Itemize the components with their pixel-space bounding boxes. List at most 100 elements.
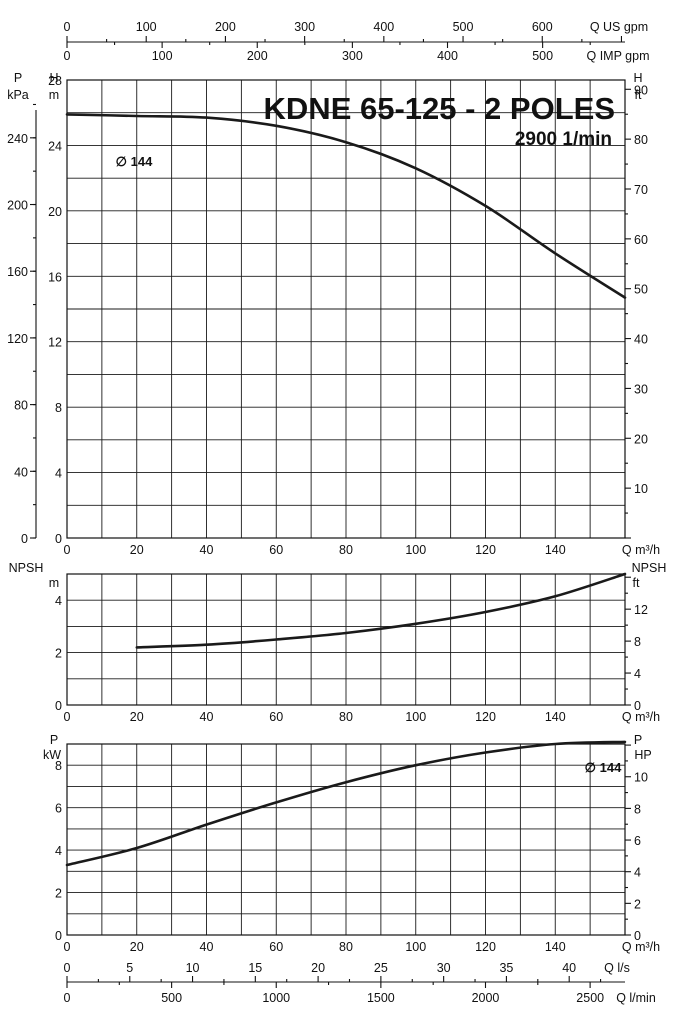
x-axis-label: Q m³/h	[622, 543, 660, 557]
x-tick-label: 120	[475, 543, 496, 557]
y-axis-unit-m: m	[49, 88, 59, 102]
pressure-tick-label: 120	[7, 332, 28, 346]
x-tick-label: 80	[339, 710, 353, 724]
x-tick-label: 20	[130, 710, 144, 724]
ft-tick-label: 70	[634, 183, 648, 197]
y-axis-unit-ft: ft	[635, 88, 642, 102]
y-tick-label-m: 16	[48, 270, 62, 284]
power-kw-tick-label: 4	[55, 844, 62, 858]
pressure-tick-label: 0	[21, 532, 28, 546]
x-tick-label: 100	[405, 940, 426, 954]
us-gpm-tick-label: 500	[453, 20, 474, 34]
ls-tick-label: 30	[437, 961, 451, 975]
ls-axis-label: Q l/s	[604, 961, 630, 975]
hp-tick-label: 6	[634, 834, 641, 848]
y-tick-label-m: 4	[55, 467, 62, 481]
y-axis-label-h-right: H	[633, 71, 642, 85]
imp-gpm-tick-label: 300	[342, 49, 363, 63]
x-tick-label: 0	[64, 710, 71, 724]
imp-gpm-tick-label: 200	[247, 49, 268, 63]
ls-tick-label: 10	[186, 961, 200, 975]
hp-tick-label: 4	[634, 866, 641, 880]
ls-tick-label: 0	[64, 961, 71, 975]
x-tick-label: 80	[339, 940, 353, 954]
lmin-tick-label: 1000	[262, 991, 290, 1005]
us-gpm-tick-label: 600	[532, 20, 553, 34]
head-curve-label: ∅ 144	[116, 154, 153, 169]
npsh-axis-unit-ft: ft	[633, 576, 640, 590]
pressure-tick-label: 240	[7, 132, 28, 146]
ft-tick-label: 30	[634, 382, 648, 396]
ls-tick-label: 25	[374, 961, 388, 975]
power-curve-label: ∅ 144	[585, 760, 622, 775]
x-tick-label: 40	[200, 710, 214, 724]
x-tick-label: 120	[475, 940, 496, 954]
npsh-ft-tick-label: 0	[634, 699, 641, 713]
ls-tick-label: 40	[562, 961, 576, 975]
head-curve	[65, 113, 627, 299]
npsh-axis-label-right: NPSH	[632, 561, 667, 575]
x-tick-label: 120	[475, 710, 496, 724]
x-tick-label: 100	[405, 543, 426, 557]
x-tick-label: 0	[64, 543, 71, 557]
npsh-ft-tick-label: 12	[634, 603, 648, 617]
y-tick-label-m: 12	[48, 336, 62, 350]
npsh-m-tick-label: 4	[55, 594, 62, 608]
pressure-tick-label: 80	[14, 399, 28, 413]
pressure-axis-unit: kPa	[7, 88, 29, 102]
y-tick-label-m: 0	[55, 532, 62, 546]
npsh-m-tick-label: 2	[55, 647, 62, 661]
y-tick-label-m: 8	[55, 401, 62, 415]
chart-title: KDNE 65-125 - 2 POLES	[264, 91, 615, 126]
hp-tick-label: 10	[634, 771, 648, 785]
ls-tick-label: 15	[248, 961, 262, 975]
pressure-tick-label: 160	[7, 265, 28, 279]
lmin-tick-label: 500	[161, 991, 182, 1005]
x-tick-label: 140	[545, 543, 566, 557]
imp-gpm-axis-label: Q IMP gpm	[587, 49, 650, 63]
hp-tick-label: 0	[634, 929, 641, 943]
chart-subtitle: 2900 1/min	[515, 129, 612, 150]
imp-gpm-tick-label: 100	[152, 49, 173, 63]
lmin-tick-label: 2000	[472, 991, 500, 1005]
power-kw-tick-label: 0	[55, 929, 62, 943]
us-gpm-tick-label: 200	[215, 20, 236, 34]
imp-gpm-tick-label: 500	[532, 49, 553, 63]
y-tick-label-m: 24	[48, 139, 62, 153]
npsh-ft-tick-label: 4	[634, 667, 641, 681]
ls-tick-label: 5	[126, 961, 133, 975]
ls-tick-label: 35	[499, 961, 513, 975]
us-gpm-tick-label: 400	[373, 20, 394, 34]
ft-tick-label: 40	[634, 333, 648, 347]
power-kw-tick-label: 6	[55, 802, 62, 816]
chart-curves	[65, 113, 627, 867]
x-tick-label: 20	[130, 940, 144, 954]
power-axis-unit-hp: HP	[634, 748, 651, 762]
power-curve	[65, 740, 627, 867]
ft-tick-label: 60	[634, 233, 648, 247]
ls-tick-label: 20	[311, 961, 325, 975]
hp-tick-label: 2	[634, 897, 641, 911]
y-tick-label-m: 20	[48, 205, 62, 219]
lmin-tick-label: 0	[64, 991, 71, 1005]
x-tick-label: 0	[64, 940, 71, 954]
pressure-tick-label: 40	[14, 465, 28, 479]
x-tick-label: 140	[545, 710, 566, 724]
x-tick-label: 60	[269, 940, 283, 954]
chart-labels: 0481216202428Hm04080120160200240PkPa1020…	[7, 20, 666, 1005]
x-tick-label: 60	[269, 543, 283, 557]
x-tick-label: 80	[339, 543, 353, 557]
npsh-axis-unit-m: m	[49, 576, 59, 590]
power-axis-label-right: P	[634, 733, 642, 747]
power-kw-tick-label: 8	[55, 759, 62, 773]
npsh-curve	[135, 572, 627, 649]
us-gpm-tick-label: 300	[294, 20, 315, 34]
x-axis-label: Q m³/h	[622, 710, 660, 724]
x-tick-label: 60	[269, 710, 283, 724]
plot-frame	[66, 79, 626, 539]
ft-tick-label: 10	[634, 482, 648, 496]
pressure-tick-label: 200	[7, 199, 28, 213]
hp-tick-label: 8	[634, 802, 641, 816]
ft-tick-label: 80	[634, 133, 648, 147]
